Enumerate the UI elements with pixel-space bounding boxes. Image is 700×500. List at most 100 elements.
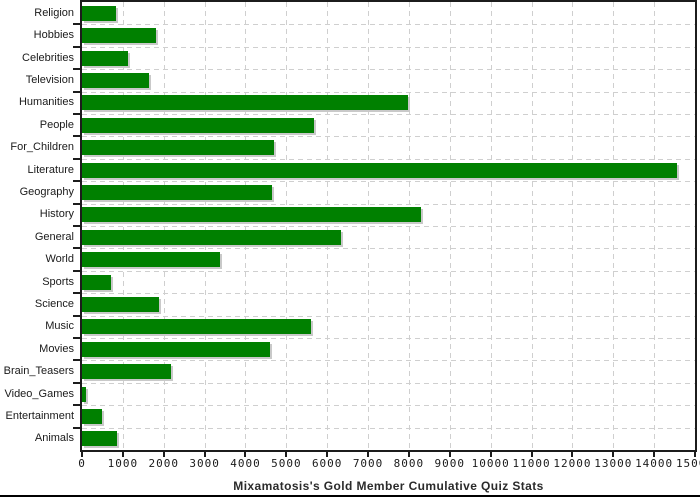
horizontal-gridline bbox=[82, 315, 695, 317]
bar-religion bbox=[82, 5, 117, 21]
x-label-2000: 2000 bbox=[148, 457, 179, 470]
y-label-for-children: For_Children bbox=[10, 141, 74, 154]
y-label-religion: Religion bbox=[34, 6, 74, 19]
y-label-geography: Geography bbox=[19, 185, 74, 198]
y-axis-tick bbox=[73, 68, 80, 71]
horizontal-gridline bbox=[82, 181, 695, 183]
y-label-celebrities: Celebrities bbox=[22, 51, 74, 64]
horizontal-gridline bbox=[82, 270, 695, 272]
horizontal-gridline bbox=[82, 24, 695, 26]
horizontal-gridline bbox=[82, 248, 695, 250]
bottom-border-line bbox=[0, 495, 700, 497]
horizontal-gridline bbox=[82, 226, 695, 227]
x-axis-tick bbox=[530, 452, 533, 457]
horizontal-gridline bbox=[82, 114, 695, 115]
x-label-3000: 3000 bbox=[189, 457, 220, 470]
bar-history bbox=[82, 207, 422, 223]
x-label-5000: 5000 bbox=[271, 457, 302, 470]
y-axis-tick bbox=[73, 269, 80, 272]
chart-title: Mixamatosis's Gold Member Cumulative Qui… bbox=[233, 479, 544, 493]
x-axis-tick bbox=[489, 452, 492, 457]
bar-celebrities bbox=[82, 50, 128, 66]
bar-science bbox=[82, 296, 159, 312]
bar-video-games bbox=[82, 386, 87, 402]
horizontal-gridline bbox=[82, 382, 695, 384]
bar-literature bbox=[82, 162, 677, 178]
x-label-12000: 12000 bbox=[553, 457, 592, 470]
y-axis-tick bbox=[73, 202, 80, 205]
y-label-movies: Movies bbox=[39, 342, 74, 355]
x-label-1000: 1000 bbox=[107, 457, 139, 470]
bar-music bbox=[82, 319, 311, 335]
bar-hobbies bbox=[82, 28, 157, 44]
x-label-8000: 8000 bbox=[393, 457, 425, 470]
bar-general bbox=[82, 229, 342, 245]
y-label-entertainment: Entertainment bbox=[5, 409, 74, 422]
y-axis-tick bbox=[73, 314, 80, 317]
bar-television bbox=[82, 72, 150, 88]
x-axis-tick bbox=[367, 452, 370, 457]
x-axis-tick bbox=[612, 452, 615, 457]
x-axis-tick bbox=[244, 452, 247, 457]
bar-people bbox=[82, 117, 315, 133]
bar-humanities bbox=[82, 95, 409, 111]
bar-entertainment bbox=[82, 408, 102, 424]
x-axis-tick bbox=[448, 452, 451, 457]
x-axis-tick bbox=[81, 452, 83, 457]
y-axis-tick bbox=[73, 45, 80, 48]
y-label-music: Music bbox=[45, 320, 74, 333]
y-label-animals: Animals bbox=[34, 432, 74, 445]
horizontal-gridline bbox=[82, 46, 695, 48]
horizontal-gridline bbox=[82, 203, 695, 205]
horizontal-gridline bbox=[82, 158, 695, 160]
y-axis-tick bbox=[73, 426, 80, 429]
x-label-15000: 15000 bbox=[675, 457, 700, 470]
y-axis-tick bbox=[73, 381, 80, 384]
y-axis-tick bbox=[73, 247, 80, 250]
bar-world bbox=[82, 252, 221, 268]
x-axis-tick bbox=[571, 452, 574, 457]
bar-brain-teasers bbox=[82, 364, 171, 380]
horizontal-gridline bbox=[82, 69, 695, 71]
horizontal-gridline bbox=[82, 405, 695, 407]
x-axis-tick bbox=[326, 452, 329, 457]
horizontal-gridline bbox=[82, 427, 695, 429]
x-label-0: 0 bbox=[78, 457, 86, 470]
y-axis-tick bbox=[73, 90, 80, 93]
horizontal-gridline bbox=[82, 91, 695, 93]
bar-for-children bbox=[82, 140, 274, 156]
horizontal-gridline bbox=[82, 136, 695, 138]
x-axis-tick bbox=[407, 452, 410, 457]
y-axis-tick bbox=[73, 135, 80, 138]
y-axis-tick bbox=[73, 23, 80, 26]
horizontal-gridline bbox=[82, 338, 695, 339]
horizontal-gridline bbox=[82, 293, 695, 295]
y-label-television: Television bbox=[25, 73, 74, 86]
y-label-general: General bbox=[34, 230, 74, 243]
y-label-people: People bbox=[39, 118, 74, 131]
y-axis-tick bbox=[73, 404, 80, 407]
x-axis-tick bbox=[162, 452, 165, 457]
y-axis-tick bbox=[73, 292, 80, 295]
plot-area bbox=[80, 0, 697, 452]
x-axis-tick bbox=[285, 452, 288, 457]
y-axis-tick bbox=[73, 180, 80, 183]
horizontal-gridline bbox=[82, 360, 695, 362]
y-label-brain-teasers: Brain_Teasers bbox=[3, 365, 74, 378]
y-axis-tick bbox=[73, 157, 80, 160]
x-label-11000: 11000 bbox=[512, 457, 551, 470]
x-label-6000: 6000 bbox=[311, 457, 343, 470]
x-label-7000: 7000 bbox=[352, 457, 384, 470]
y-label-science: Science bbox=[34, 297, 74, 310]
x-label-9000: 9000 bbox=[434, 457, 466, 470]
x-axis-tick bbox=[694, 452, 696, 457]
y-label-world: World bbox=[45, 253, 74, 266]
bar-sports bbox=[82, 274, 111, 290]
y-label-literature: Literature bbox=[27, 163, 74, 176]
y-axis-tick bbox=[73, 337, 80, 339]
y-label-humanities: Humanities bbox=[18, 96, 74, 109]
bar-movies bbox=[82, 341, 271, 357]
y-axis-tick bbox=[73, 359, 80, 362]
x-axis-tick bbox=[653, 452, 656, 457]
